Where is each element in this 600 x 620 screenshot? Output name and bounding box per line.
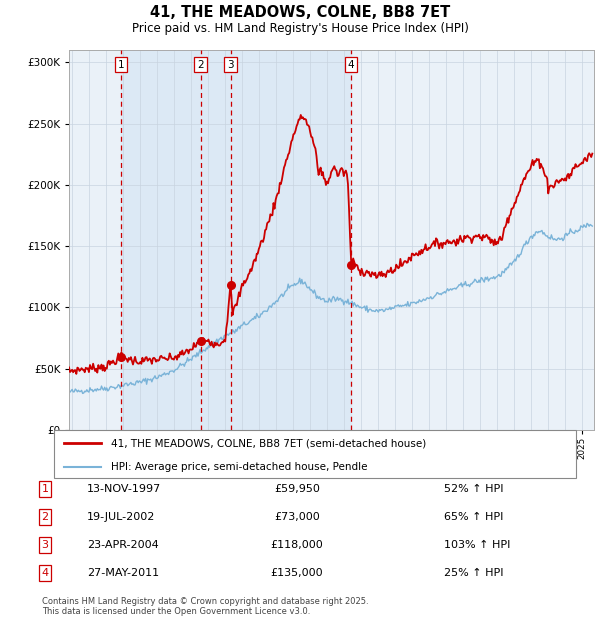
Text: 41, THE MEADOWS, COLNE, BB8 7ET (semi-detached house): 41, THE MEADOWS, COLNE, BB8 7ET (semi-de…	[112, 438, 427, 448]
Text: 1: 1	[118, 60, 124, 69]
Text: 13-NOV-1997: 13-NOV-1997	[87, 484, 161, 494]
Text: 4: 4	[41, 568, 49, 578]
Text: 3: 3	[227, 60, 234, 69]
Text: 52% ↑ HPI: 52% ↑ HPI	[444, 484, 503, 494]
Text: Contains HM Land Registry data © Crown copyright and database right 2025.
This d: Contains HM Land Registry data © Crown c…	[42, 596, 368, 616]
Text: 2: 2	[197, 60, 204, 69]
Text: £73,000: £73,000	[274, 512, 320, 522]
Text: 25% ↑ HPI: 25% ↑ HPI	[444, 568, 503, 578]
Text: Price paid vs. HM Land Registry's House Price Index (HPI): Price paid vs. HM Land Registry's House …	[131, 22, 469, 35]
Text: 65% ↑ HPI: 65% ↑ HPI	[444, 512, 503, 522]
FancyBboxPatch shape	[54, 430, 576, 478]
Bar	[121, 50, 351, 430]
Text: 23-APR-2004: 23-APR-2004	[87, 540, 159, 550]
Text: 2: 2	[41, 512, 49, 522]
Text: £135,000: £135,000	[271, 568, 323, 578]
Text: 41, THE MEADOWS, COLNE, BB8 7ET: 41, THE MEADOWS, COLNE, BB8 7ET	[150, 5, 450, 20]
Text: £59,950: £59,950	[274, 484, 320, 494]
Text: 4: 4	[348, 60, 355, 69]
Text: 103% ↑ HPI: 103% ↑ HPI	[444, 540, 511, 550]
Text: 27-MAY-2011: 27-MAY-2011	[87, 568, 159, 578]
Text: 3: 3	[41, 540, 49, 550]
Text: 1: 1	[41, 484, 49, 494]
Text: HPI: Average price, semi-detached house, Pendle: HPI: Average price, semi-detached house,…	[112, 463, 368, 472]
Text: 19-JUL-2002: 19-JUL-2002	[87, 512, 155, 522]
Text: £118,000: £118,000	[271, 540, 323, 550]
